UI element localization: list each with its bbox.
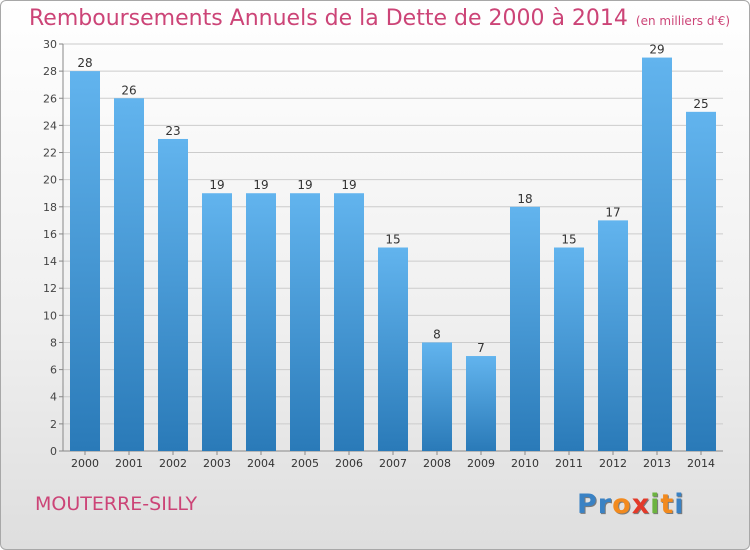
logo-letter: r [597, 489, 613, 520]
data-label-2000: 28 [77, 56, 92, 70]
bar-2005 [290, 193, 320, 451]
proxiti-logo: Proxiti [577, 489, 685, 520]
x-tick-label-2014: 2014 [687, 457, 715, 470]
x-tick-label-2005: 2005 [291, 457, 319, 470]
bar-2008 [422, 342, 452, 451]
data-label-2005: 19 [297, 178, 312, 192]
x-tick-label-2007: 2007 [379, 457, 407, 470]
logo-letter: x [631, 489, 651, 520]
y-tick-label: 2 [50, 418, 57, 431]
x-tick-label-2000: 2000 [71, 457, 99, 470]
x-tick-label-2011: 2011 [555, 457, 583, 470]
y-tick-label: 16 [43, 228, 57, 241]
bar-2004 [246, 193, 276, 451]
y-tick-label: 10 [43, 309, 57, 322]
y-tick-label: 0 [50, 445, 57, 458]
data-label-2002: 23 [165, 124, 180, 138]
bar-2010 [510, 206, 540, 451]
y-tick-label: 14 [43, 255, 57, 268]
bar-2012 [598, 220, 628, 451]
y-tick-label: 6 [50, 364, 57, 377]
y-tick-label: 12 [43, 282, 57, 295]
bar-2003 [202, 193, 232, 451]
bar-2002 [158, 138, 188, 451]
logo-letter: t [660, 489, 675, 520]
chart-title: Remboursements Annuels de la Dette de 20… [29, 6, 730, 31]
x-tick-label-2008: 2008 [423, 457, 451, 470]
y-tick-label: 8 [50, 336, 57, 349]
y-tick-label: 24 [43, 119, 57, 132]
x-tick-label-2012: 2012 [599, 457, 627, 470]
logo-letter: P [577, 489, 598, 520]
bar-2013 [642, 57, 672, 452]
logo-letter: i [674, 489, 685, 520]
data-label-2013: 29 [649, 43, 664, 57]
bar-2009 [466, 356, 496, 451]
x-tick-label-2004: 2004 [247, 457, 275, 470]
y-tick-label: 26 [43, 92, 57, 105]
x-tick-label-2006: 2006 [335, 457, 363, 470]
bar-2001 [114, 98, 144, 452]
data-label-2009: 7 [477, 341, 485, 355]
logo-letter: i [650, 489, 661, 520]
labels: 0246810121416182022242628302820002620012… [43, 38, 715, 470]
data-label-2008: 8 [433, 327, 441, 341]
commune-name: MOUTERRE-SILLY [35, 493, 198, 515]
x-tick-label-2013: 2013 [643, 457, 671, 470]
data-label-2012: 17 [605, 205, 620, 219]
data-label-2014: 25 [693, 97, 708, 111]
chart-subtitle: (en milliers d'€) [635, 14, 731, 28]
bar-2000 [70, 71, 100, 451]
bar-2007 [378, 247, 408, 451]
bar-2006 [334, 193, 364, 451]
y-tick-label: 30 [43, 38, 57, 51]
x-tick-label-2010: 2010 [511, 457, 539, 470]
y-tick-label: 28 [43, 65, 57, 78]
data-label-2006: 19 [341, 178, 356, 192]
y-tick-label: 22 [43, 147, 57, 160]
bar-2014 [686, 111, 716, 451]
x-tick-label-2002: 2002 [159, 457, 187, 470]
data-label-2007: 15 [385, 233, 400, 247]
logo-letter: o [612, 489, 632, 520]
data-label-2004: 19 [253, 178, 268, 192]
y-tick-label: 4 [50, 391, 57, 404]
y-tick-label: 20 [43, 174, 57, 187]
bars [70, 57, 716, 452]
x-tick-label-2009: 2009 [467, 457, 495, 470]
data-label-2010: 18 [517, 192, 532, 206]
y-tick-label: 18 [43, 201, 57, 214]
bar-2011 [554, 247, 584, 451]
data-label-2011: 15 [561, 233, 576, 247]
chart-title-text: Remboursements Annuels de la Dette de 20… [29, 6, 628, 31]
data-label-2003: 19 [209, 178, 224, 192]
data-label-2001: 26 [121, 83, 136, 97]
x-tick-label-2003: 2003 [203, 457, 231, 470]
x-tick-label-2001: 2001 [115, 457, 143, 470]
